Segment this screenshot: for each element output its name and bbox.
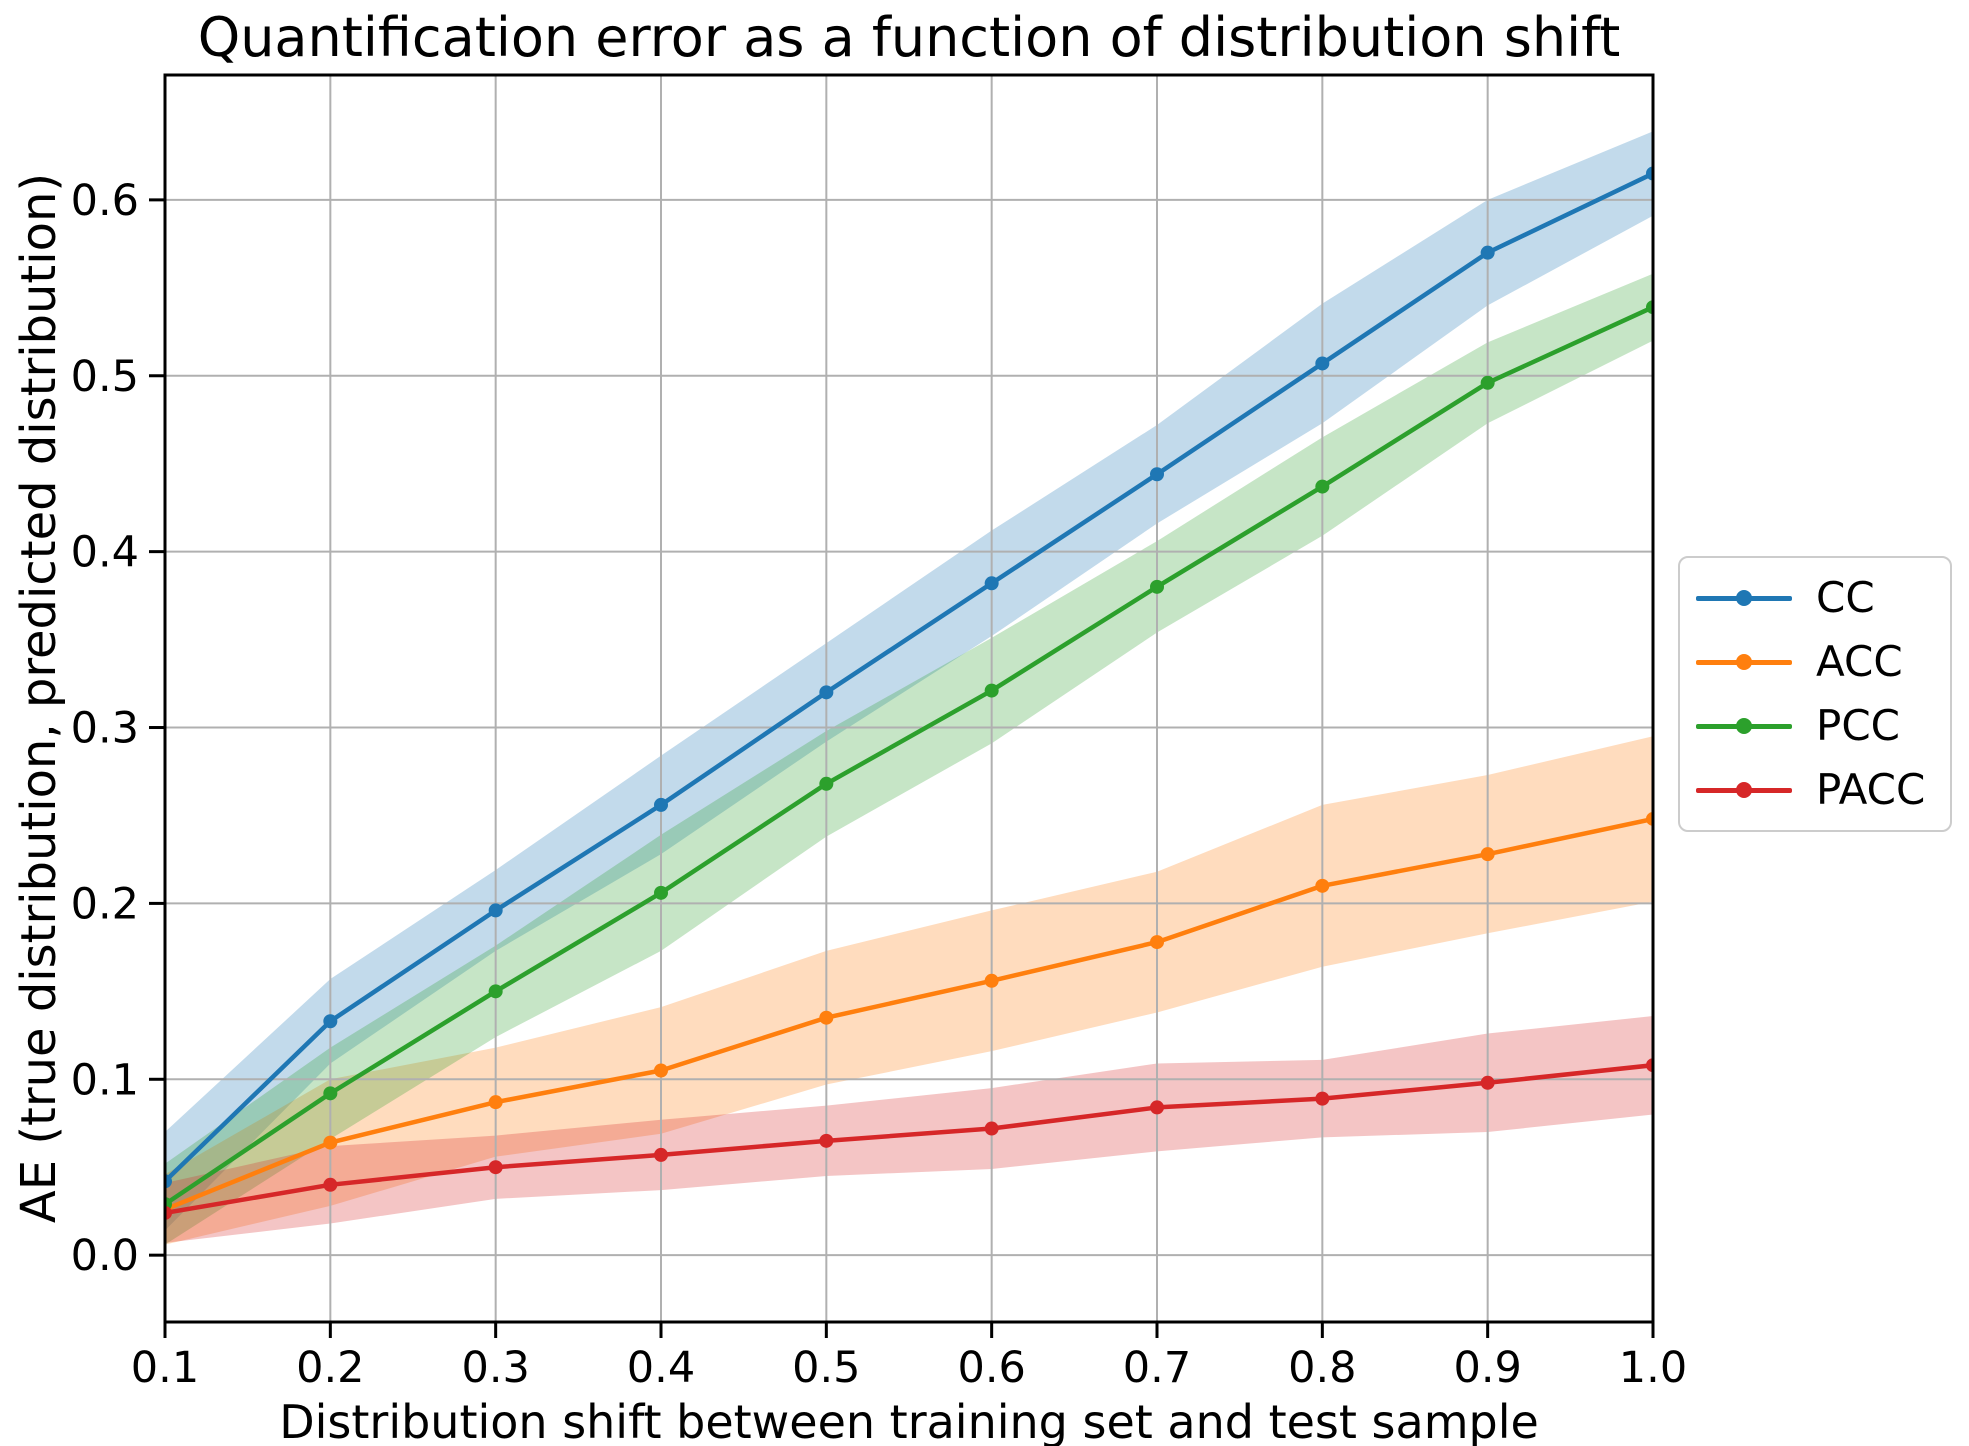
data-point-cc <box>819 685 834 700</box>
y-axis-label: AE (true distribution, predicted distrib… <box>11 173 67 1223</box>
legend-line-marker-icon <box>1696 590 1792 606</box>
legend: CC ACC PCC PACC <box>1678 556 1952 832</box>
data-point-pacc <box>323 1177 338 1192</box>
x-tick-label: 0.7 <box>1123 1343 1191 1393</box>
y-tick-label: 0.5 <box>71 352 139 402</box>
data-point-acc <box>1646 811 1653 826</box>
data-point-acc <box>1150 935 1164 950</box>
confidence-band-pcc <box>165 273 1653 1245</box>
data-point-acc <box>1480 847 1495 862</box>
legend-line-marker-icon <box>1696 654 1792 670</box>
data-point-pacc <box>1646 1058 1653 1073</box>
series-line-pacc <box>165 1062 1653 1216</box>
series-line-pcc <box>165 305 1653 1207</box>
x-axis-label: Distribution shift between training set … <box>279 1395 1539 1446</box>
data-point-cc <box>1646 166 1653 181</box>
x-tick-label: 0.1 <box>131 1343 199 1393</box>
data-point-cc <box>1480 245 1495 260</box>
y-tick-label: 0.0 <box>71 1231 139 1281</box>
y-tick-label: 0.1 <box>71 1055 139 1105</box>
legend-item-acc: ACC <box>1680 631 1950 693</box>
data-point-cc <box>1315 356 1330 371</box>
data-point-pcc <box>984 683 999 698</box>
x-tick-label: 0.5 <box>792 1343 860 1393</box>
chart-title: Quantification error as a function of di… <box>198 6 1621 69</box>
legend-line-marker-icon <box>1696 718 1792 734</box>
data-point-pcc <box>654 885 668 900</box>
data-point-pacc <box>1480 1075 1495 1090</box>
x-tick-label: 0.3 <box>461 1343 529 1393</box>
legend-label: CC <box>1816 573 1875 622</box>
confidence-band-acc <box>165 736 1653 1245</box>
x-tick-label: 0.6 <box>957 1343 1025 1393</box>
series-line-acc <box>165 816 1653 1212</box>
data-point-acc <box>819 1010 834 1025</box>
x-tick-label: 0.2 <box>296 1343 364 1393</box>
data-point-pacc <box>654 1147 668 1162</box>
data-point-acc <box>654 1063 668 1078</box>
legend-item-cc: CC <box>1680 567 1950 629</box>
data-point-cc <box>165 1174 172 1189</box>
legend-item-pcc: PCC <box>1680 695 1950 757</box>
data-point-pcc <box>819 776 834 791</box>
data-point-pcc <box>323 1086 338 1101</box>
data-point-pcc <box>1480 375 1495 390</box>
legend-label: ACC <box>1816 637 1903 686</box>
data-point-pacc <box>1315 1091 1330 1106</box>
y-tick-label: 0.3 <box>71 704 139 754</box>
legend-label: PACC <box>1816 765 1926 814</box>
data-point-acc <box>323 1135 338 1150</box>
data-point-pacc <box>984 1121 999 1136</box>
x-tick-label: 0.8 <box>1288 1343 1356 1393</box>
data-point-cc <box>1150 467 1164 482</box>
data-point-pacc <box>819 1133 834 1148</box>
data-point-cc <box>488 903 503 918</box>
y-tick-label: 0.4 <box>71 528 139 578</box>
legend-item-pacc: PACC <box>1680 759 1950 821</box>
data-point-pcc <box>1150 579 1164 594</box>
data-point-pacc <box>165 1205 172 1220</box>
data-point-cc <box>323 1014 338 1029</box>
data-point-pcc <box>488 984 503 999</box>
x-tick-label: 0.9 <box>1453 1343 1521 1393</box>
data-point-acc <box>984 973 999 988</box>
y-tick-label: 0.2 <box>71 879 139 929</box>
data-point-pcc <box>1646 300 1653 315</box>
data-point-acc <box>1315 878 1330 893</box>
x-tick-label: 1.0 <box>1619 1343 1687 1393</box>
data-point-cc <box>984 576 999 591</box>
data-point-pacc <box>1150 1100 1164 1115</box>
data-point-acc <box>488 1095 503 1110</box>
x-tick-label: 0.4 <box>627 1343 695 1393</box>
data-point-cc <box>654 797 668 812</box>
legend-line-marker-icon <box>1696 782 1792 798</box>
confidence-band-pacc <box>165 1015 1653 1243</box>
data-point-pcc <box>1315 479 1330 494</box>
data-point-pacc <box>488 1160 503 1175</box>
y-tick-label: 0.6 <box>71 176 139 226</box>
confidence-band-cc <box>165 131 1653 1231</box>
legend-label: PCC <box>1816 701 1900 750</box>
plot-border <box>163 73 1655 1324</box>
series-line-cc <box>165 171 1653 1183</box>
